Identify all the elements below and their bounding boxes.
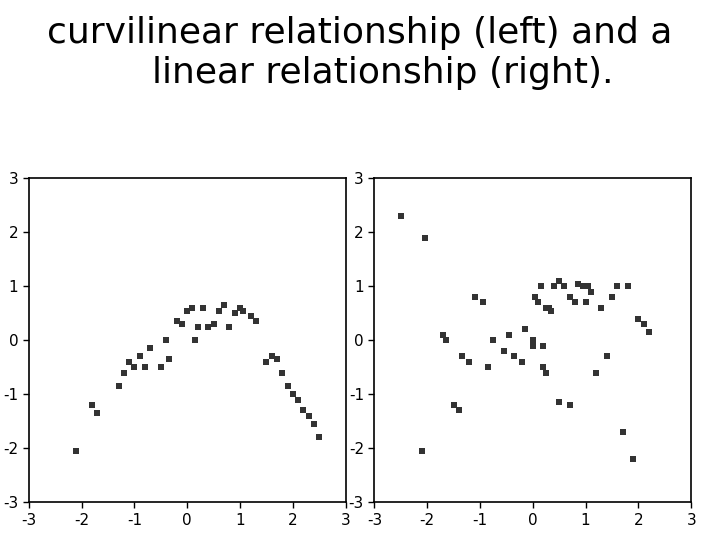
Point bbox=[208, 320, 220, 328]
Point bbox=[297, 406, 309, 415]
Point bbox=[585, 287, 597, 296]
Point bbox=[530, 293, 541, 301]
Point bbox=[395, 212, 407, 220]
Text: curvilinear relationship (left) and a
    linear relationship (right).: curvilinear relationship (left) and a li… bbox=[48, 16, 672, 90]
Point bbox=[292, 395, 304, 404]
Point bbox=[546, 306, 557, 315]
Point bbox=[287, 390, 299, 399]
Point bbox=[456, 352, 467, 361]
Point bbox=[519, 325, 531, 334]
Point bbox=[237, 306, 248, 315]
Point bbox=[440, 336, 451, 345]
Point bbox=[564, 401, 575, 409]
Point bbox=[572, 279, 583, 288]
Point bbox=[129, 363, 140, 372]
Point bbox=[477, 298, 488, 307]
Point bbox=[469, 293, 480, 301]
Point bbox=[503, 330, 515, 339]
Point bbox=[134, 352, 145, 361]
Point bbox=[508, 352, 520, 361]
Point bbox=[559, 282, 570, 291]
Point bbox=[416, 447, 428, 455]
Point bbox=[527, 341, 539, 350]
Point bbox=[313, 433, 325, 442]
Point bbox=[577, 282, 589, 291]
Point bbox=[590, 368, 602, 377]
Point bbox=[113, 382, 125, 390]
Point bbox=[538, 341, 549, 350]
Point bbox=[163, 355, 174, 363]
Point bbox=[527, 336, 539, 345]
Point bbox=[595, 303, 607, 312]
Point bbox=[464, 357, 475, 366]
Point bbox=[606, 293, 618, 301]
Point bbox=[224, 322, 235, 331]
Point bbox=[482, 363, 494, 372]
Point bbox=[633, 314, 644, 323]
Point bbox=[186, 303, 198, 312]
Point bbox=[276, 368, 288, 377]
Point bbox=[155, 363, 166, 372]
Point bbox=[564, 293, 575, 301]
Point bbox=[580, 298, 591, 307]
Point bbox=[181, 306, 193, 315]
Point bbox=[197, 303, 209, 312]
Point bbox=[261, 357, 272, 366]
Point bbox=[548, 282, 559, 291]
Point bbox=[266, 352, 277, 361]
Point bbox=[192, 322, 204, 331]
Point bbox=[161, 336, 172, 345]
Point bbox=[123, 357, 135, 366]
Point bbox=[86, 401, 98, 409]
Point bbox=[139, 363, 150, 372]
Point bbox=[627, 455, 639, 463]
Point bbox=[234, 303, 246, 312]
Point bbox=[419, 233, 431, 242]
Point bbox=[176, 320, 188, 328]
Point bbox=[437, 330, 449, 339]
Point bbox=[535, 282, 546, 291]
Point bbox=[611, 282, 623, 291]
Point bbox=[570, 298, 581, 307]
Point bbox=[218, 301, 230, 309]
Point bbox=[543, 303, 554, 312]
Point bbox=[643, 328, 654, 336]
Point bbox=[487, 336, 499, 345]
Point bbox=[538, 363, 549, 372]
Point bbox=[303, 411, 315, 420]
Point bbox=[202, 322, 214, 331]
Point bbox=[118, 368, 130, 377]
Point bbox=[282, 382, 293, 390]
Point bbox=[601, 352, 613, 361]
Point bbox=[554, 398, 565, 407]
Point bbox=[498, 347, 510, 355]
Point bbox=[532, 298, 544, 307]
Point bbox=[554, 276, 565, 285]
Point bbox=[308, 420, 320, 428]
Point bbox=[540, 368, 552, 377]
Point bbox=[271, 355, 283, 363]
Point bbox=[516, 357, 528, 366]
Point bbox=[91, 409, 103, 417]
Point bbox=[145, 344, 156, 353]
Point bbox=[250, 317, 261, 326]
Point bbox=[171, 317, 182, 326]
Point bbox=[448, 401, 459, 409]
Point bbox=[71, 447, 82, 455]
Point bbox=[540, 303, 552, 312]
Point bbox=[245, 312, 256, 320]
Point bbox=[453, 406, 464, 415]
Point bbox=[213, 306, 225, 315]
Point bbox=[229, 309, 240, 318]
Point bbox=[622, 282, 634, 291]
Point bbox=[617, 428, 629, 436]
Point bbox=[582, 282, 594, 291]
Point bbox=[638, 320, 649, 328]
Point bbox=[189, 336, 201, 345]
